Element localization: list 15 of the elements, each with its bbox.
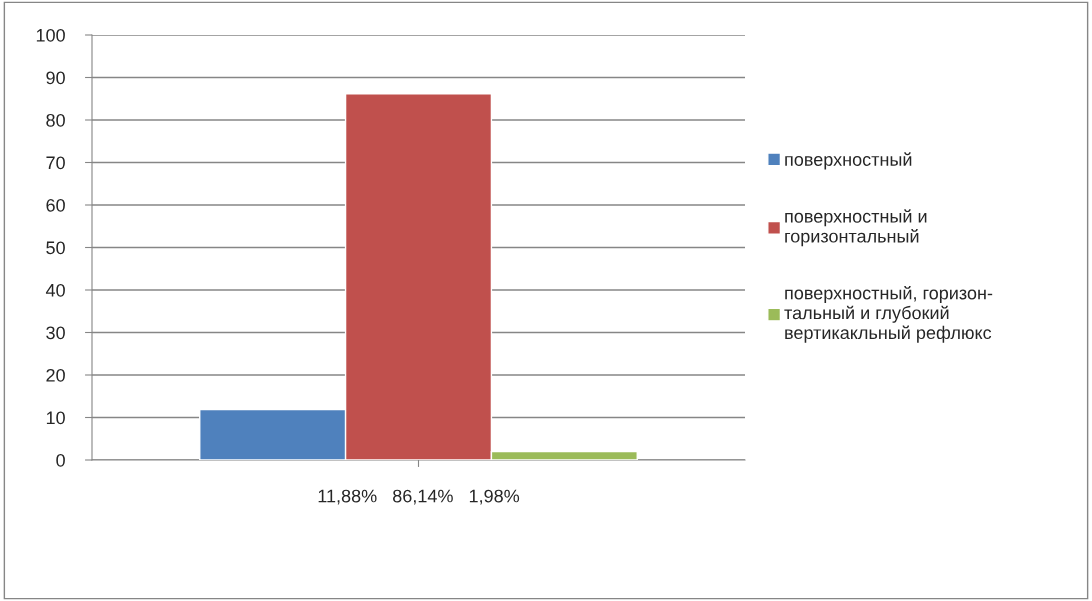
legend-label: поверхностный, горизон- тальный и глубокий вертикакльный рефлюкс (784, 285, 993, 343)
y-tick-label: 10 (46, 411, 65, 425)
y-tick-label: 0 (56, 453, 65, 467)
y-tick-label: 20 (46, 368, 65, 382)
y-tick-label: 40 (45, 283, 65, 297)
legend-label: поверхностный (785, 152, 912, 170)
y-tick-label: 50 (46, 241, 65, 255)
y-tick-label: 90 (46, 71, 65, 85)
y-tick-label: 60 (46, 198, 65, 212)
y-tick-label: 30 (46, 326, 65, 340)
y-tick-label: 70 (46, 156, 65, 170)
legend-label: поверхностный и горизонтальный (785, 209, 927, 247)
y-tick-label: 80 (46, 113, 65, 127)
y-tick-label: 100 (36, 28, 65, 42)
x-tick-label: 11,88% 86,14% 1,98% (318, 489, 520, 505)
